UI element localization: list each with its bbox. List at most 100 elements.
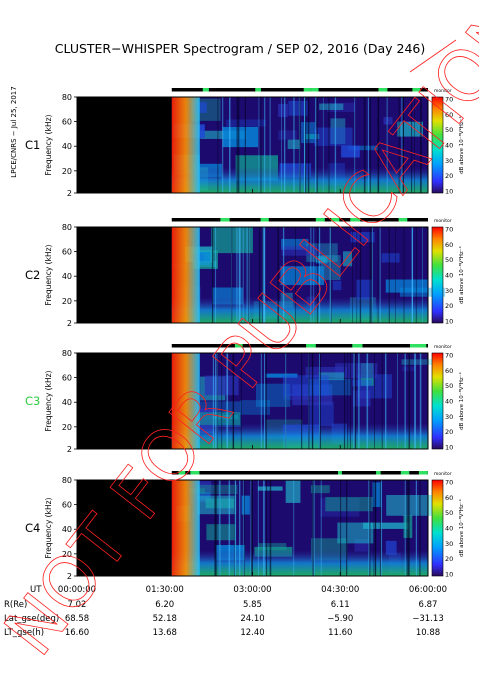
striations xyxy=(217,97,422,193)
plasmasphere-burst xyxy=(171,97,200,193)
colorbar-gradient xyxy=(431,96,444,194)
y-tick-label: 20 xyxy=(62,167,72,176)
ephemeris-row-label: Lat_gse(deg) xyxy=(4,614,59,624)
colorbar-tick-label: 40 xyxy=(445,272,453,280)
y-tick-label: 80 xyxy=(62,476,72,485)
colorbar-tick-label: 50 xyxy=(445,126,453,134)
ephemeris-value: 12.40 xyxy=(240,628,264,638)
ephemeris-value: 5.85 xyxy=(243,600,262,610)
ephemeris-value: 24.10 xyxy=(240,614,264,624)
striations xyxy=(214,480,421,576)
ephemeris-value: 11.60 xyxy=(328,628,352,638)
coverage-bar xyxy=(171,88,428,92)
panel-c3: C3 Frequency (kHz) 2 20 40 60 80 10 20 30 40 50 60 70… xyxy=(25,344,465,454)
ephemeris-value: 6.20 xyxy=(155,600,174,610)
plasmasphere-burst xyxy=(171,227,200,323)
plasmasphere-burst xyxy=(171,480,200,576)
colorbar-tick-label: 40 xyxy=(445,142,453,150)
ephemeris-row-label: R(Re) xyxy=(4,600,27,610)
plasmasphere-burst xyxy=(171,353,200,449)
ephemeris-table: R(Re) 7.02 6.20 5.85 6.11 6.87 Lat_gse(deg) 68.… xyxy=(4,600,444,638)
colorbar-tick-label: 30 xyxy=(445,157,453,165)
colorbar-tick-label: 50 xyxy=(445,509,453,517)
colorbar-tick-label: 70 xyxy=(445,226,453,234)
y-tick-label: 20 xyxy=(62,297,72,306)
satellite-label-c2: C2 xyxy=(25,268,40,282)
mode-label: monitor xyxy=(434,344,452,350)
colorbar-tick-label: 10 xyxy=(445,571,453,579)
colorbar-tick-label: 20 xyxy=(445,555,453,563)
y-tick-label: 20 xyxy=(62,550,72,559)
ephemeris-value: 7.02 xyxy=(68,600,87,610)
ephemeris-value: 52.18 xyxy=(153,614,177,624)
panel-c2: C2 Frequency (kHz) 2 20 40 60 80 10 20 30 40 50 60 70… xyxy=(25,218,465,328)
x-tick-label: 00:00:00 xyxy=(58,585,96,595)
colorbar: 10 20 30 40 50 60 70 dB above 10⁻⁸V²Hz⁻¹ monitor xyxy=(431,344,465,452)
y-axis-label: Frequency (kHz) xyxy=(44,114,53,175)
ephemeris-value: −31.13 xyxy=(412,614,443,624)
y-tick-label: 60 xyxy=(62,248,72,257)
y-tick-label: 40 xyxy=(62,525,72,534)
mode-label: monitor xyxy=(434,218,452,224)
panel-c4: C4 Frequency (kHz) 2 20 40 60 80 10 20 30 40 50 60 70… xyxy=(25,471,465,581)
striations xyxy=(212,353,422,449)
watermark-stroke-top xyxy=(409,39,457,73)
colorbar-tick-label: 20 xyxy=(445,428,453,436)
satellite-label-c1: C1 xyxy=(25,138,40,152)
colorbar-tick-label: 30 xyxy=(445,413,453,421)
satellite-label-c3: C3 xyxy=(25,394,40,408)
colorbar: 10 20 30 40 50 60 70 dB above 10⁻⁸V²Hz⁻¹ monitor xyxy=(431,471,465,579)
x-tick-label: 06:00:00 xyxy=(409,585,447,595)
y-tick-label: 2 xyxy=(67,445,72,454)
colorbar-tick-label: 10 xyxy=(445,318,453,326)
x-axis: UT 00:00:00 01:30:00 03:00:00 04:30:00 06:00… xyxy=(30,585,447,595)
ephemeris-value: −5.90 xyxy=(327,614,353,624)
y-tick-label: 60 xyxy=(62,374,72,383)
coverage-bar xyxy=(171,218,428,222)
y-tick-label: 80 xyxy=(62,93,72,102)
colorbar-tick-label: 60 xyxy=(445,241,453,249)
colorbar-tick-label: 70 xyxy=(445,96,453,104)
ephemeris-value: 6.11 xyxy=(331,600,350,610)
mode-label: monitor xyxy=(434,471,452,477)
y-tick-label: 40 xyxy=(62,142,72,151)
y-tick-label: 2 xyxy=(67,319,72,328)
y-tick-label: 20 xyxy=(62,423,72,432)
panels-group: C1 Frequency (kHz) 2 20 40 60 80 10 20 30 40 50 60 70… xyxy=(25,88,465,581)
panel-c1: C1 Frequency (kHz) 2 20 40 60 80 10 20 30 40 50 60 70… xyxy=(25,88,465,198)
x-axis-label: UT xyxy=(30,585,42,595)
coverage-bar xyxy=(171,471,428,475)
y-tick-label: 80 xyxy=(62,223,72,232)
colorbar-gradient xyxy=(431,479,444,577)
colorbar-tick-label: 60 xyxy=(445,111,453,119)
colorbar-label: dB above 10⁻⁸V²Hz⁻¹ xyxy=(458,372,465,430)
colorbar-tick-label: 30 xyxy=(445,287,453,295)
colorbar-tick-label: 20 xyxy=(445,172,453,180)
y-tick-label: 40 xyxy=(62,272,72,281)
colorbar-tick-label: 20 xyxy=(445,302,453,310)
colorbar-label: dB above 10⁻⁸V²Hz⁻¹ xyxy=(458,499,465,557)
x-tick-label: 03:00:00 xyxy=(233,585,271,595)
y-tick-label: 2 xyxy=(67,189,72,198)
y-tick-label: 60 xyxy=(62,501,72,510)
y-tick-label: 40 xyxy=(62,398,72,407)
x-tick-label: 01:30:00 xyxy=(146,585,184,595)
y-tick-label: 80 xyxy=(62,349,72,358)
colorbar-tick-label: 10 xyxy=(445,188,453,196)
colorbar: 10 20 30 40 50 60 70 dB above 10⁻⁸V²Hz⁻¹ monitor xyxy=(431,218,465,326)
ephemeris-value: 68.58 xyxy=(65,614,89,624)
side-label: LPCE/CNRS − Jul 25, 2017 xyxy=(10,86,18,177)
mode-label: monitor xyxy=(434,88,452,94)
colorbar-tick-label: 40 xyxy=(445,398,453,406)
colorbar-gradient xyxy=(431,226,444,324)
satellite-label-c4: C4 xyxy=(25,521,40,535)
low-frequency-band xyxy=(171,550,428,576)
colorbar-tick-label: 60 xyxy=(445,367,453,375)
coverage-bar xyxy=(171,344,428,348)
ephemeris-value: 13.68 xyxy=(153,628,177,638)
y-axis-label: Frequency (kHz) xyxy=(44,497,53,558)
colorbar-tick-label: 70 xyxy=(445,479,453,487)
colorbar-tick-label: 50 xyxy=(445,256,453,264)
x-tick-label: 04:30:00 xyxy=(321,585,359,595)
